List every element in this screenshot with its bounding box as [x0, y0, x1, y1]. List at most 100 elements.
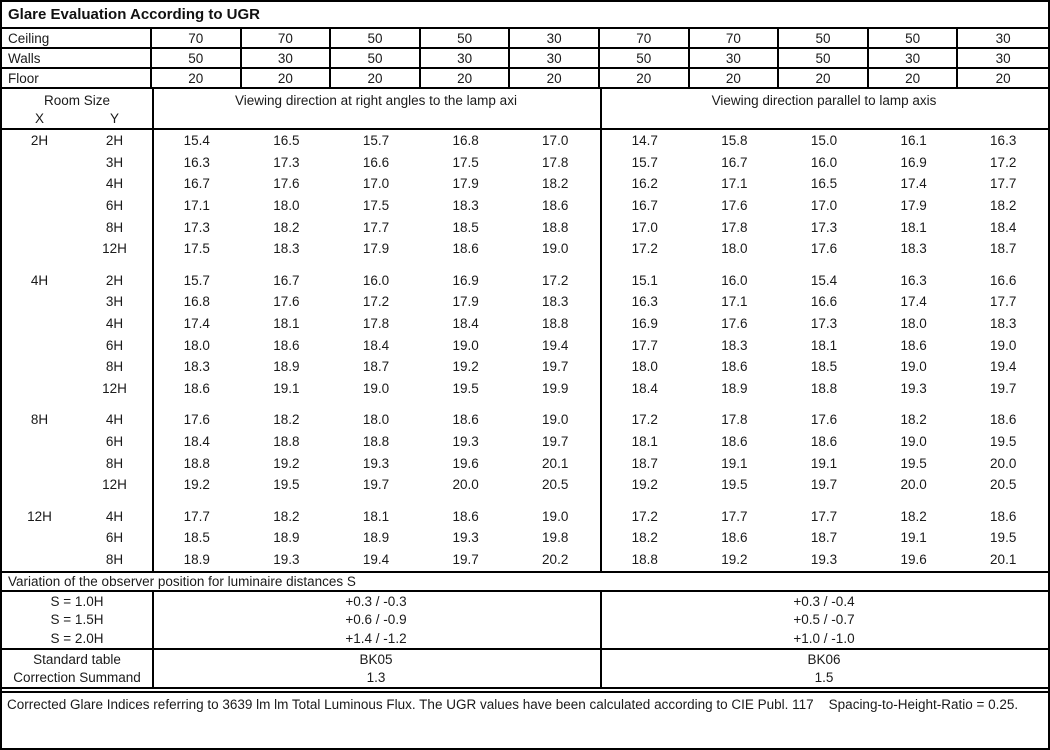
ugr-row: 6H 18.5 18.9 18.9 19.3 19.8 18.2 18.6 18.7 19.1 19… — [2, 527, 1048, 549]
room-y-label: 4H — [105, 412, 124, 428]
ugr-value-cell: 18.0 — [183, 337, 210, 353]
ugr-value-cell: 19.3 — [900, 380, 927, 396]
ugr-value-cell: 16.1 — [900, 133, 927, 149]
ugr-value-cell: 16.5 — [810, 176, 838, 192]
summary-row-label: Correction Summand — [13, 670, 141, 686]
viewing-direction-left-header: Viewing direction at right angles to the… — [235, 93, 517, 108]
surface-value-cell: 30 — [421, 49, 511, 67]
ugr-value-cell: 17.6 — [273, 176, 300, 192]
ugr-value-cell: 16.3 — [631, 294, 658, 310]
ugr-row: 12H 18.6 19.1 19.0 19.5 19.9 18.4 18.9 18.8 19.3 1… — [2, 378, 1048, 400]
variation-row: S = 1.5H +0.6 / -0.9 +0.5 / -0.7 — [2, 611, 1048, 630]
ugr-row: 8H 4H 17.6 18.2 18.0 18.6 19.0 17.2 17.8 17.6 18.2… — [2, 409, 1048, 431]
room-size-header: Room Size X Y — [2, 89, 152, 128]
ugr-value-cell: 18.0 — [631, 359, 658, 375]
ugr-value-cell: 19.3 — [362, 455, 390, 471]
ugr-value-cell: 16.5 — [273, 133, 300, 149]
surface-value-cell: 30 — [510, 29, 600, 47]
room-x-label — [2, 216, 77, 238]
ugr-value-cell: 17.4 — [900, 176, 927, 192]
ugr-value-cell: 17.6 — [721, 198, 748, 214]
ugr-value-cell: 17.9 — [362, 241, 390, 257]
surface-label: Ceiling — [2, 29, 152, 47]
ugr-row: 4H 2H 15.7 16.7 16.0 16.9 17.2 15.1 16.0 15.4 16.3… — [2, 270, 1048, 292]
ugr-value-cell: 18.1 — [273, 316, 300, 332]
ugr-value-cell: 17.8 — [542, 154, 569, 170]
room-x-label — [2, 334, 77, 356]
surface-value-cell: 20 — [510, 69, 600, 87]
ugr-value-cell: 18.1 — [631, 434, 658, 450]
viewing-direction-right-header: Viewing direction parallel to lamp axis — [711, 93, 937, 108]
ugr-value-cell: 19.2 — [452, 359, 479, 375]
ugr-value-cell: 20.0 — [900, 477, 927, 493]
ugr-value-cell: 19.7 — [452, 551, 479, 567]
ugr-value-cell: 19.7 — [810, 477, 838, 493]
surface-value-cell: 30 — [995, 50, 1011, 66]
ugr-value-cell: 19.1 — [900, 530, 927, 546]
ugr-value-cell: 15.1 — [631, 272, 658, 288]
ugr-value-cell: 17.7 — [362, 219, 390, 235]
ugr-value-cell: 19.5 — [990, 434, 1017, 450]
room-y-label: 12H — [102, 241, 127, 257]
ugr-value-cell: 16.9 — [631, 316, 658, 332]
ugr-value-cell: 17.5 — [362, 198, 390, 214]
variation-row: S = 2.0H +1.4 / -1.2 +1.0 / -1.0 — [2, 629, 1048, 648]
ugr-value-cell: 16.3 — [900, 272, 927, 288]
ugr-value-cell: 18.6 — [990, 508, 1017, 524]
ugr-row: 3H 16.3 17.3 16.6 17.5 17.8 15.7 16.7 16.0 16.9 17… — [2, 152, 1048, 174]
y-axis-label: Y — [109, 111, 119, 126]
ugr-value-cell: 17.1 — [721, 176, 748, 192]
ugr-value-cell: 19.0 — [900, 434, 927, 450]
variation-row-right-value: +0.3 / -0.4 — [793, 593, 855, 609]
ugr-value-cell: 17.4 — [183, 316, 210, 332]
ugr-value-cell: 15.7 — [631, 154, 658, 170]
room-y-label: 6H — [105, 530, 124, 546]
room-x-label: 4H — [30, 272, 49, 288]
ugr-value-cell: 17.4 — [900, 294, 927, 310]
ugr-value-cell: 19.7 — [990, 380, 1017, 396]
ugr-value-cell: 17.2 — [542, 272, 569, 288]
room-y-label: 6H — [105, 434, 124, 450]
ugr-value-cell: 17.5 — [452, 154, 479, 170]
room-y-label: 3H — [105, 294, 124, 310]
surface-value-cell: 30 — [242, 49, 332, 67]
ugr-value-cell: 18.6 — [990, 412, 1017, 428]
ugr-value-cell: 19.7 — [542, 434, 569, 450]
ugr-value-cell: 18.6 — [900, 337, 927, 353]
xy-header-line: X Y — [2, 111, 152, 126]
ugr-value-cell: 19.4 — [990, 359, 1017, 375]
ugr-value-cell: 17.7 — [183, 508, 210, 524]
divider-gap — [2, 689, 1048, 691]
surface-row: Floor 20 20 20 20 20 20 20 20 20 20 — [2, 69, 1048, 89]
surface-value-cell: 50 — [869, 29, 959, 47]
ugr-value-cell: 16.7 — [721, 154, 748, 170]
ugr-value-cell: 15.0 — [810, 133, 838, 149]
ugr-value-cell: 19.0 — [452, 337, 479, 353]
surface-value-cell: 20 — [152, 69, 242, 87]
ugr-value-cell: 19.1 — [721, 455, 748, 471]
table-header-row: Room Size X Y Viewing direction at right… — [2, 89, 1048, 130]
ugr-value-cell: 15.4 — [810, 272, 838, 288]
ugr-row: 8H 18.3 18.9 18.7 19.2 19.7 18.0 18.6 18.5 19.0 19… — [2, 356, 1048, 378]
surface-value-cell: 70 — [690, 29, 780, 47]
surface-row: Ceiling 70 70 50 50 30 70 70 50 50 30 — [2, 29, 1048, 49]
ugr-value-cell: 18.6 — [273, 337, 300, 353]
ugr-value-cell: 17.2 — [631, 412, 658, 428]
page-title: Glare Evaluation According to UGR — [2, 2, 1048, 29]
ugr-value-cell: 17.7 — [990, 176, 1017, 192]
summary-row-label: Standard table — [33, 651, 121, 667]
room-x-label — [2, 313, 77, 335]
ugr-value-cell: 16.9 — [452, 272, 479, 288]
surface-value-cell: 20 — [600, 69, 690, 87]
ugr-value-cell: 18.2 — [990, 198, 1017, 214]
room-x-label: 8H — [30, 412, 49, 428]
surface-value-cell: 20 — [242, 69, 332, 87]
ugr-value-cell: 16.7 — [183, 176, 210, 192]
ugr-value-cell: 16.0 — [810, 154, 838, 170]
surface-value-cell: 20 — [779, 69, 869, 87]
ugr-value-cell: 19.5 — [273, 477, 300, 493]
ugr-value-cell: 17.2 — [631, 241, 658, 257]
ugr-value-cell: 18.6 — [452, 508, 479, 524]
surface-value-cell: 50 — [421, 29, 511, 47]
ugr-value-cell: 17.9 — [452, 294, 479, 310]
